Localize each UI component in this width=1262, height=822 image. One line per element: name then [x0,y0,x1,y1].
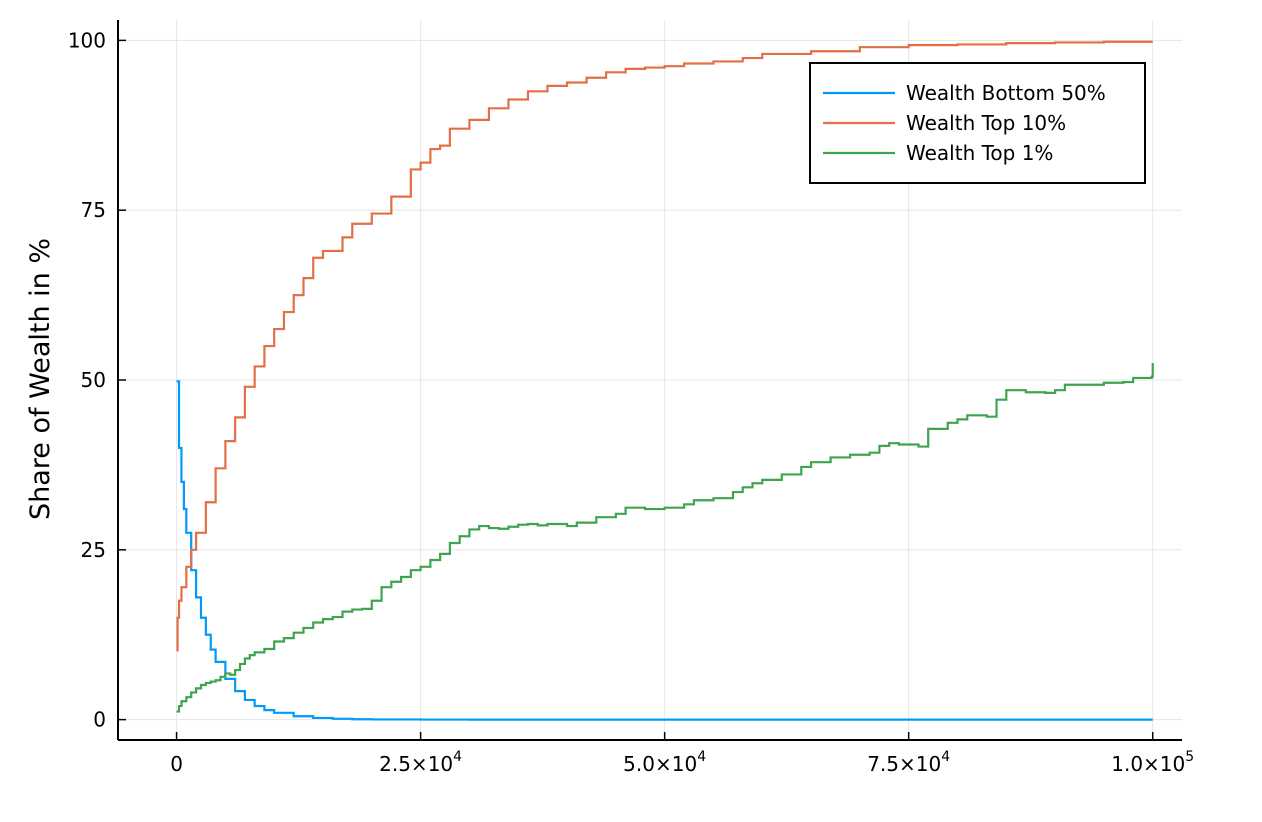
legend-label: Wealth Top 1% [906,141,1053,165]
series-line-1 [176,380,1153,721]
legend: Wealth Bottom 50% Wealth Top 10% Wealth To… [809,62,1146,184]
y-tick-label: 50 [81,368,106,392]
x-tick-label: 7.5×104 [867,749,950,776]
x-tick-label: 5.0×104 [623,749,706,776]
tick-labels: 0 2.5×104 5.0×104 7.5×104 1.0×105 0 25 50 75 100 [68,28,1194,776]
y-tick-label: 25 [81,538,106,562]
axes [117,20,1182,741]
series-line-3 [176,363,1154,713]
legend-label: Wealth Top 10% [906,111,1066,135]
x-tick-label: 0 [170,752,183,776]
series-lines [176,40,1154,721]
y-axis-title: Share of Wealth in % [25,238,56,520]
y-tick-label: 0 [93,708,106,732]
series-line-2 [176,40,1153,652]
y-tick-label: 100 [68,28,106,52]
y-tick-label: 75 [81,198,106,222]
x-tick-label: 2.5×104 [379,749,462,776]
x-tick-label: 1.0×105 [1111,749,1194,776]
legend-label: Wealth Bottom 50% [906,81,1106,105]
